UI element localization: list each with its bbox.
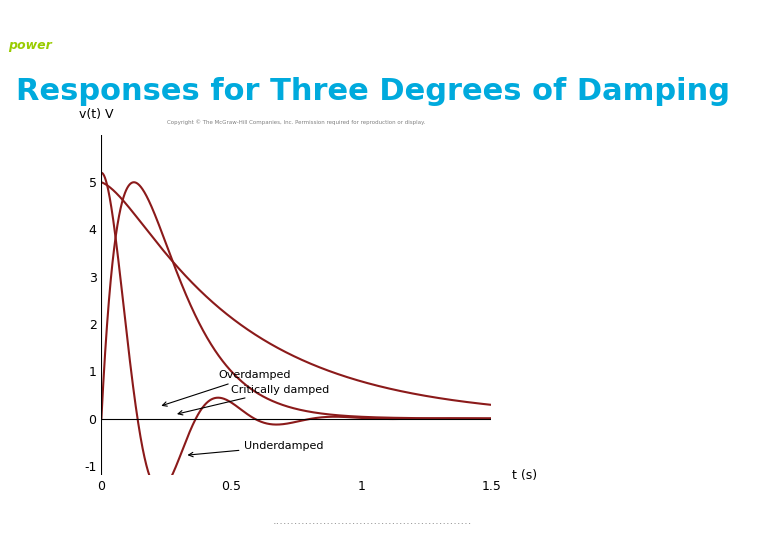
Text: 24: 24	[749, 512, 772, 530]
Text: Critically damped: Critically damped	[178, 384, 330, 415]
Text: .......................................................: ........................................…	[273, 516, 473, 526]
Text: v(t) V: v(t) V	[79, 108, 113, 121]
Text: Overdamped: Overdamped	[162, 370, 291, 406]
Text: 8.4 Source Free Parallel RLC Circuit: 8.4 Source Free Parallel RLC Circuit	[469, 22, 772, 37]
Text: t (s): t (s)	[512, 469, 537, 482]
Text: Copyright © The McGraw-Hill Companies, Inc. Permission required for reproduction: Copyright © The McGraw-Hill Companies, I…	[167, 119, 426, 125]
Text: Responses for Three Degrees of Damping: Responses for Three Degrees of Damping	[16, 77, 729, 106]
Text: power: power	[8, 39, 51, 52]
Text: Underdamped: Underdamped	[189, 441, 324, 457]
Text: PNU: PNU	[51, 39, 92, 53]
Text: Advanced Broadcasting & Communications Lab.: Advanced Broadcasting & Communications L…	[8, 516, 310, 526]
Text: 세계로 미래로: 세계로 미래로	[8, 15, 41, 24]
